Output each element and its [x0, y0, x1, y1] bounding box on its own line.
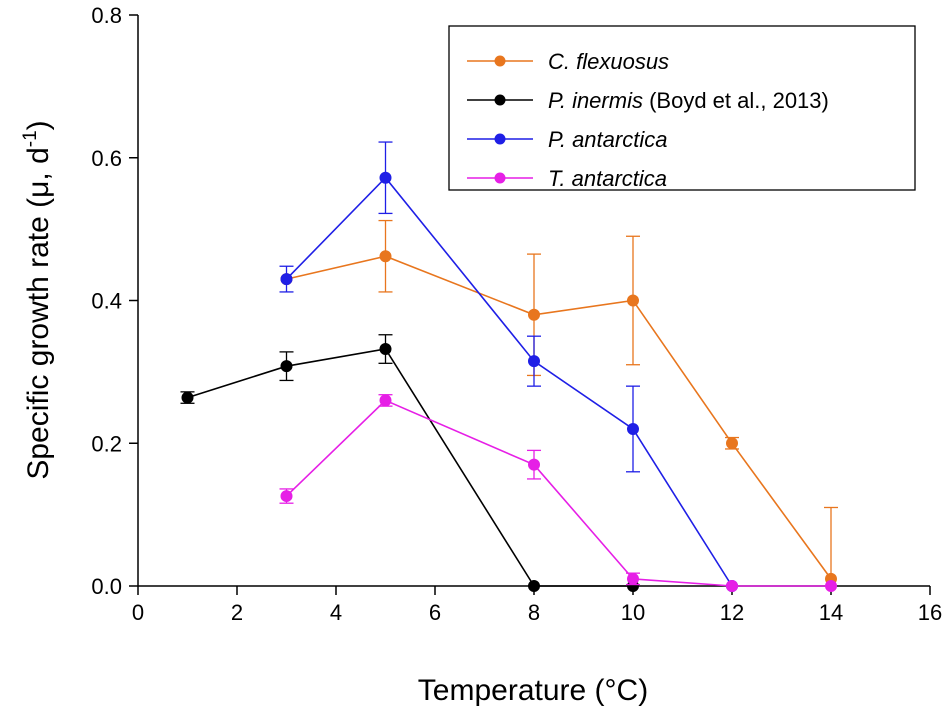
legend-label: P. inermis (Boyd et al., 2013) — [548, 88, 829, 113]
data-point-p-antarctica — [379, 171, 392, 184]
legend-item-p-inermis: P. inermis (Boyd et al., 2013) — [467, 88, 829, 113]
legend-box — [448, 25, 916, 191]
legend-item-p-antarctica: P. antarctica — [467, 127, 667, 152]
series-line-c-flexuosus — [286, 255, 832, 580]
y-tick-label: 0.2 — [91, 431, 122, 456]
x-tick-label: 0 — [132, 600, 144, 625]
legend: C. flexuosus P. inermis (Boyd et al., 201… — [448, 25, 916, 191]
legend-label: P. antarctica — [548, 127, 667, 152]
data-point-t-antarctica — [379, 394, 392, 407]
y-tick-label: 0.4 — [91, 289, 122, 314]
series-p-inermis — [180, 334, 639, 592]
legend-item-t-antarctica: T. antarctica — [467, 166, 667, 191]
data-point-p-inermis — [280, 360, 293, 373]
y-axis-title: Specific growth rate (μ, d-1) — [20, 120, 55, 479]
data-point-p-inermis — [379, 343, 392, 356]
y-tick-label: 0.0 — [91, 574, 122, 599]
x-tick-label: 10 — [621, 600, 645, 625]
y-tick-label: 0.6 — [91, 146, 122, 171]
series-p-antarctica — [279, 141, 738, 592]
legend-label-species: P. antarctica — [548, 127, 667, 152]
data-point-p-antarctica — [280, 273, 293, 286]
series-c-flexuosus — [280, 219, 838, 585]
x-axis-title: Temperature (°C) — [418, 674, 648, 707]
x-tick-label: 16 — [918, 600, 942, 625]
legend-label-species: T. antarctica — [548, 166, 667, 191]
y-axis-title-suffix: ) — [22, 120, 55, 130]
x-tick-label: 12 — [720, 600, 744, 625]
y-tick-label: 0.8 — [91, 3, 122, 28]
x-tick-label: 2 — [231, 600, 243, 625]
legend-swatch-marker — [494, 55, 506, 67]
error-bar-c-flexuosus — [824, 506, 838, 579]
series-t-antarctica — [279, 394, 837, 592]
legend-label: T. antarctica — [548, 166, 667, 191]
data-point-c-flexuosus — [379, 250, 392, 263]
data-point-p-antarctica — [627, 422, 639, 435]
x-tick-label: 6 — [429, 600, 441, 625]
data-point-t-antarctica — [627, 572, 639, 585]
data-point-t-antarctica — [528, 458, 540, 471]
axes-layer: 0 2 4 6 8 10 12 14 16 0.0 0.2 0.4 0.6 0.8 — [91, 3, 942, 625]
legend-label: C. flexuosus — [548, 49, 669, 74]
axis-titles: Temperature (°C) Specific growth rate (μ… — [20, 120, 648, 707]
data-point-p-inermis — [528, 580, 540, 592]
data-point-t-antarctica — [280, 490, 293, 503]
data-point-c-flexuosus — [726, 437, 738, 450]
data-point-c-flexuosus — [627, 294, 639, 307]
legend-item-c-flexuosus: C. flexuosus — [467, 49, 669, 74]
x-tick-label: 14 — [819, 600, 843, 625]
series-line-p-antarctica — [285, 176, 733, 587]
data-point-p-antarctica — [528, 355, 540, 368]
data-point-t-antarctica — [726, 580, 738, 592]
legend-swatch-marker — [494, 172, 506, 184]
series-layer — [180, 141, 838, 592]
y-axis-title-superscript: -1 — [20, 130, 41, 147]
legend-label-species: C. flexuosus — [548, 49, 669, 74]
data-point-t-antarctica — [825, 580, 837, 592]
legend-label-species: P. inermis — [548, 88, 643, 113]
data-point-c-flexuosus — [528, 308, 540, 321]
x-tick-label: 4 — [330, 600, 342, 625]
series-line-t-antarctica — [285, 399, 831, 587]
x-tick-label: 8 — [528, 600, 540, 625]
legend-swatch-marker — [494, 94, 506, 106]
data-point-p-inermis — [181, 391, 194, 404]
y-axis-title-prefix: Specific growth rate (μ, d — [22, 147, 55, 479]
series-line-p-inermis — [187, 348, 633, 587]
legend-swatch-marker — [494, 133, 506, 145]
legend-label-citation: (Boyd et al., 2013) — [643, 88, 829, 113]
